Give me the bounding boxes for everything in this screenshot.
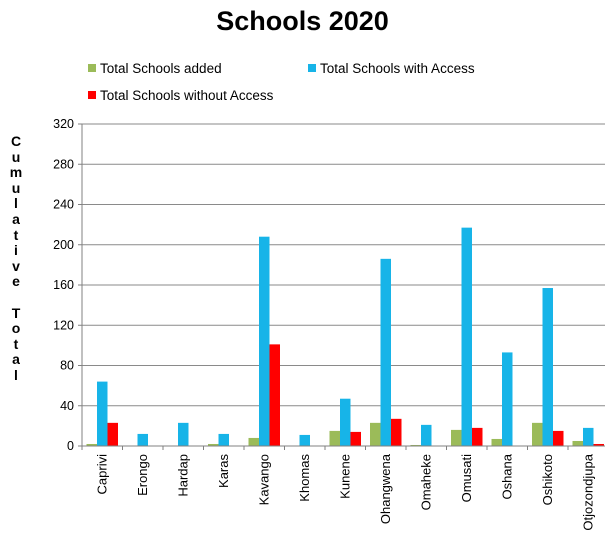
bar-total-schools-without-access-kavango bbox=[269, 344, 280, 446]
legend-swatch-without-access bbox=[88, 91, 96, 99]
x-tick-label-erongo: Erongo bbox=[135, 454, 150, 496]
bar-total-schools-added-oshana bbox=[491, 438, 502, 446]
bar-total-schools-without-access-oshikoto bbox=[553, 430, 564, 446]
y-tick-label-200: 200 bbox=[53, 238, 74, 252]
bar-total-schools-added-karas bbox=[208, 443, 219, 446]
x-tick-label-otjozondjupa: Otjozondjupa bbox=[580, 453, 595, 530]
bar-total-schools-without-access-omusati bbox=[472, 427, 483, 446]
y-axis-label: C u m u l a t i v e T o t a l bbox=[9, 133, 23, 383]
legend-label-added: Total Schools added bbox=[100, 61, 222, 76]
bar-total-schools-with-access-caprivi bbox=[97, 381, 108, 446]
legend-label-without-access: Total Schools without Access bbox=[100, 88, 274, 103]
bar-total-schools-added-oshikoto bbox=[532, 422, 543, 446]
x-tick-label-hardap: Hardap bbox=[175, 454, 190, 497]
y-tick-label-120: 120 bbox=[53, 318, 74, 332]
legend-item-without-access: Total Schools without Access bbox=[88, 88, 273, 103]
x-tick-label-oshikoto: Oshikoto bbox=[540, 454, 555, 505]
bar-total-schools-without-access-kunene bbox=[350, 431, 361, 446]
bar-total-schools-without-access-ohangwena bbox=[391, 418, 402, 446]
x-tick-label-oshana: Oshana bbox=[499, 453, 514, 499]
bar-total-schools-added-otjozondjupa bbox=[572, 440, 583, 446]
bar-total-schools-added-caprivi bbox=[86, 443, 97, 446]
bar-total-schools-with-access-omaheke bbox=[421, 424, 432, 446]
chart-title: Schools 2020 bbox=[216, 6, 389, 36]
bar-total-schools-added-kavango bbox=[248, 437, 259, 446]
y-tick-label-0: 0 bbox=[67, 439, 74, 453]
bar-total-schools-with-access-kunene bbox=[340, 398, 351, 446]
y-tick-label-80: 80 bbox=[60, 359, 74, 373]
y-tick-label-40: 40 bbox=[60, 399, 74, 413]
x-tick-label-omaheke: Omaheke bbox=[418, 454, 433, 510]
bar-total-schools-added-omusati bbox=[451, 429, 462, 446]
legend-label-with-access: Total Schools with Access bbox=[320, 61, 475, 76]
y-tick-label-160: 160 bbox=[53, 278, 74, 292]
bar-total-schools-with-access-erongo bbox=[137, 433, 148, 446]
legend-swatch-with-access bbox=[308, 64, 316, 72]
legend-swatch-added bbox=[88, 64, 96, 72]
bar-total-schools-without-access-caprivi bbox=[107, 422, 118, 446]
y-tick-label-280: 280 bbox=[53, 157, 74, 171]
x-tick-label-omusati: Omusati bbox=[459, 454, 474, 503]
bar-total-schools-with-access-kavango bbox=[259, 236, 270, 446]
bar-total-schools-without-access-otjozondjupa bbox=[593, 443, 604, 446]
legend-item-added: Total Schools added bbox=[88, 61, 222, 76]
bar-total-schools-added-omaheke bbox=[410, 444, 421, 446]
bar-total-schools-added-kunene bbox=[329, 430, 340, 446]
y-tick-label-240: 240 bbox=[53, 198, 74, 212]
bar-total-schools-with-access-oshikoto bbox=[542, 288, 553, 446]
bar-total-schools-with-access-ohangwena bbox=[380, 258, 391, 446]
bar-total-schools-added-ohangwena bbox=[370, 422, 381, 446]
bar-total-schools-with-access-karas bbox=[218, 433, 229, 446]
x-tick-label-khomas: Khomas bbox=[297, 454, 312, 502]
bar-total-schools-with-access-khomas bbox=[299, 434, 310, 446]
x-tick-label-kavango: Kavango bbox=[256, 454, 271, 505]
x-tick-label-caprivi: Caprivi bbox=[94, 454, 109, 495]
bar-total-schools-with-access-oshana bbox=[502, 352, 513, 446]
x-tick-label-karas: Karas bbox=[216, 454, 231, 488]
bar-total-schools-with-access-otjozondjupa bbox=[583, 427, 594, 446]
x-tick-label-ohangwena: Ohangwena bbox=[378, 453, 393, 524]
x-tick-label-kunene: Kunene bbox=[337, 454, 352, 499]
legend-item-with-access: Total Schools with Access bbox=[308, 61, 475, 76]
bar-total-schools-with-access-hardap bbox=[178, 422, 189, 446]
bar-total-schools-with-access-omusati bbox=[461, 227, 472, 446]
y-tick-label-320: 320 bbox=[53, 117, 74, 131]
